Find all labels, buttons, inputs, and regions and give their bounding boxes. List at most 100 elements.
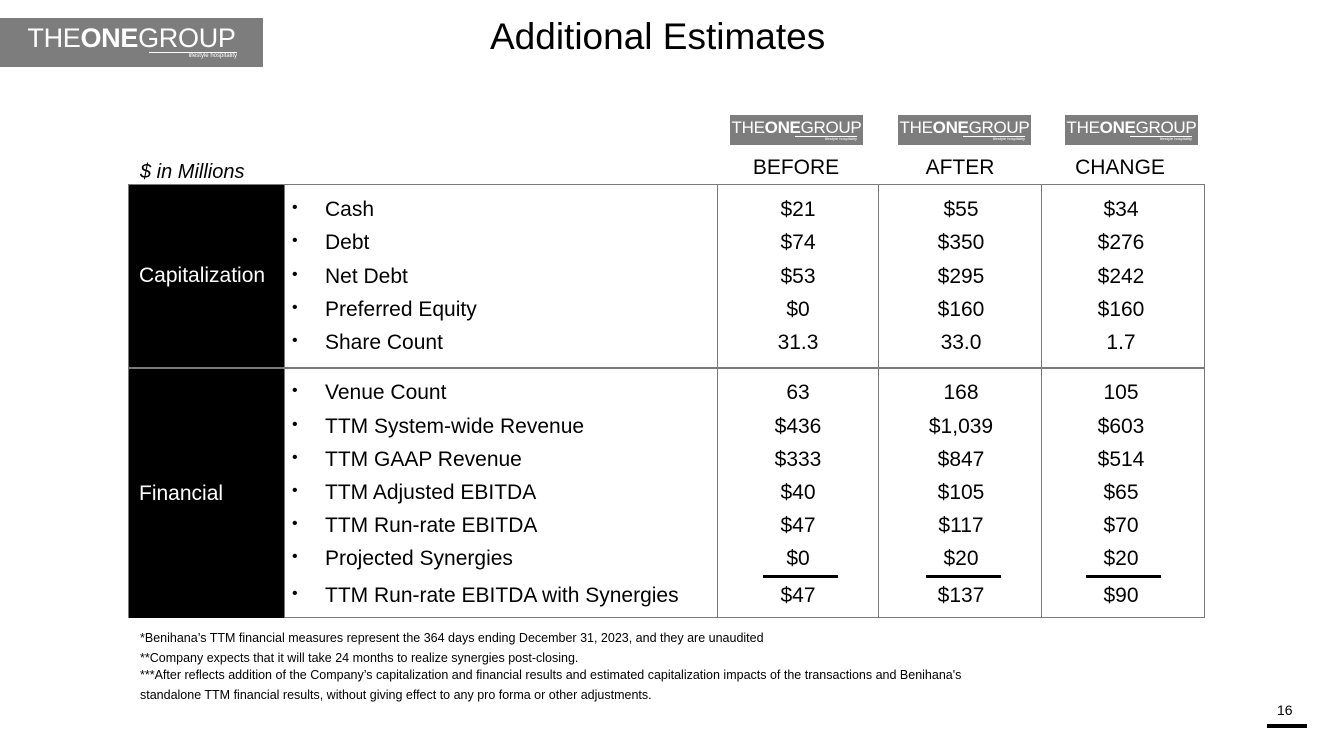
value-change: $160 (1097, 298, 1145, 321)
footnote: *Benihana’s TTM financial measures repre… (140, 631, 764, 645)
row-label: TTM Adjusted EBITDA (325, 481, 537, 504)
bullet: • (292, 515, 298, 532)
bullet: • (292, 266, 298, 283)
value-change: $603 (1097, 415, 1145, 438)
units-label: $ in Millions (140, 161, 245, 183)
value-after: 33.0 (940, 331, 982, 354)
bullet: • (292, 199, 298, 216)
page-title: Additional Estimates (490, 16, 826, 57)
table-row: • Net Debt $53 $295 $242 (129, 262, 1204, 295)
row-label: TTM GAAP Revenue (325, 448, 522, 471)
column-divider (1041, 185, 1042, 617)
value-after: $105 (937, 481, 985, 504)
page-number-underline (1267, 724, 1307, 728)
estimates-table: Capitalization Financial • Cash $21 $55 … (128, 184, 1205, 618)
row-label: TTM System-wide Revenue (325, 415, 585, 438)
value-after: $350 (937, 231, 985, 254)
value-before: $40 (780, 481, 816, 504)
value-change: $20 (1103, 547, 1139, 570)
row-label: Preferred Equity (325, 298, 477, 321)
column-header-change: CHANGE (1075, 156, 1165, 179)
value-change: $70 (1103, 514, 1139, 537)
value-after: $160 (937, 298, 985, 321)
table-row: • TTM System-wide Revenue $436 $1,039 $6… (129, 412, 1204, 445)
logo-tagline: lifestyle hospitality (148, 52, 237, 60)
bullet: • (292, 382, 298, 399)
table-row: • Projected Synergies $0 $20 $20 (129, 544, 1204, 577)
table-row: • Share Count 31.3 33.0 1.7 (129, 328, 1204, 361)
value-before: $74 (780, 231, 816, 254)
row-label: Venue Count (325, 381, 447, 404)
company-logo: THEONEGROUP lifestyle hospitality (0, 18, 263, 67)
value-after: $117 (938, 514, 984, 537)
column-header-after: AFTER (925, 156, 995, 179)
section-financial: Financial (129, 369, 284, 618)
value-change: $514 (1097, 448, 1145, 471)
sum-rule (763, 575, 838, 578)
table-row: • TTM Run-rate EBITDA with Synergies $47… (129, 581, 1204, 614)
bullet: • (292, 449, 298, 466)
row-label: Net Debt (325, 265, 408, 288)
value-before: $47 (780, 584, 816, 607)
value-before: 63 (786, 381, 810, 404)
value-change: $65 (1103, 481, 1139, 504)
row-label: Share Count (325, 331, 443, 354)
value-after: $137 (937, 584, 985, 607)
value-after: $1,039 (928, 415, 994, 438)
table-row: • TTM Adjusted EBITDA $40 $105 $65 (129, 478, 1204, 511)
value-change: 1.7 (1106, 331, 1136, 354)
value-before: 31.3 (777, 331, 819, 354)
value-after: $55 (943, 198, 979, 221)
table-row: • Preferred Equity $0 $160 $160 (129, 295, 1204, 328)
table-row: • Cash $21 $55 $34 (129, 195, 1204, 228)
value-change: $34 (1103, 198, 1139, 221)
value-after: 168 (943, 381, 979, 404)
bullet: • (292, 232, 298, 249)
row-label: Projected Synergies (325, 547, 513, 570)
section-capitalization: Capitalization (129, 185, 284, 367)
table-row: • Debt $74 $350 $276 (129, 228, 1204, 261)
value-change: $242 (1097, 265, 1145, 288)
bullet: • (292, 299, 298, 316)
section-divider (129, 367, 1204, 369)
sum-rule (1086, 575, 1161, 578)
value-before: $0 (786, 298, 810, 321)
column-logo-after: THEONEGROUP lifestyle hospitality (898, 115, 1031, 145)
column-divider (878, 185, 879, 617)
value-before: $53 (780, 265, 816, 288)
row-label: Debt (325, 231, 370, 254)
value-before: $436 (774, 415, 822, 438)
value-change: $276 (1097, 231, 1145, 254)
row-label: Cash (325, 198, 375, 221)
column-divider (284, 185, 285, 617)
footnote: standalone TTM financial results, withou… (140, 688, 652, 702)
value-after: $847 (937, 448, 985, 471)
logo-wordmark: THEONEGROUP (27, 23, 236, 54)
page-number: 16 (1277, 702, 1293, 718)
bullet: • (292, 332, 298, 349)
value-change: 105 (1103, 381, 1139, 404)
footnote: **Company expects that it will take 24 m… (140, 651, 579, 665)
column-logo-before: THEONEGROUP lifestyle hospitality (730, 115, 863, 145)
table-row: • TTM Run-rate EBITDA $47 $117 $70 (129, 511, 1204, 544)
value-before: $21 (780, 198, 816, 221)
value-after: $20 (943, 547, 979, 570)
table-row: • Venue Count 63 168 105 (129, 378, 1204, 411)
column-divider (717, 185, 718, 617)
column-logo-change: THEONEGROUP lifestyle hospitality (1065, 115, 1198, 145)
value-before: $0 (786, 547, 810, 570)
value-after: $295 (937, 265, 985, 288)
bullet: • (292, 482, 298, 499)
table-row: • TTM GAAP Revenue $333 $847 $514 (129, 445, 1204, 478)
sum-rule (926, 575, 1001, 578)
value-change: $90 (1103, 584, 1139, 607)
column-header-before: BEFORE (752, 156, 840, 179)
value-before: $333 (774, 448, 822, 471)
bullet: • (292, 416, 298, 433)
value-before: $47 (780, 514, 816, 537)
footnote: ***After reflects addition of the Compan… (140, 668, 962, 682)
bullet: • (292, 585, 298, 602)
row-label: TTM Run-rate EBITDA with Synergies (325, 584, 679, 607)
bullet: • (292, 548, 298, 565)
row-label: TTM Run-rate EBITDA (325, 514, 538, 537)
